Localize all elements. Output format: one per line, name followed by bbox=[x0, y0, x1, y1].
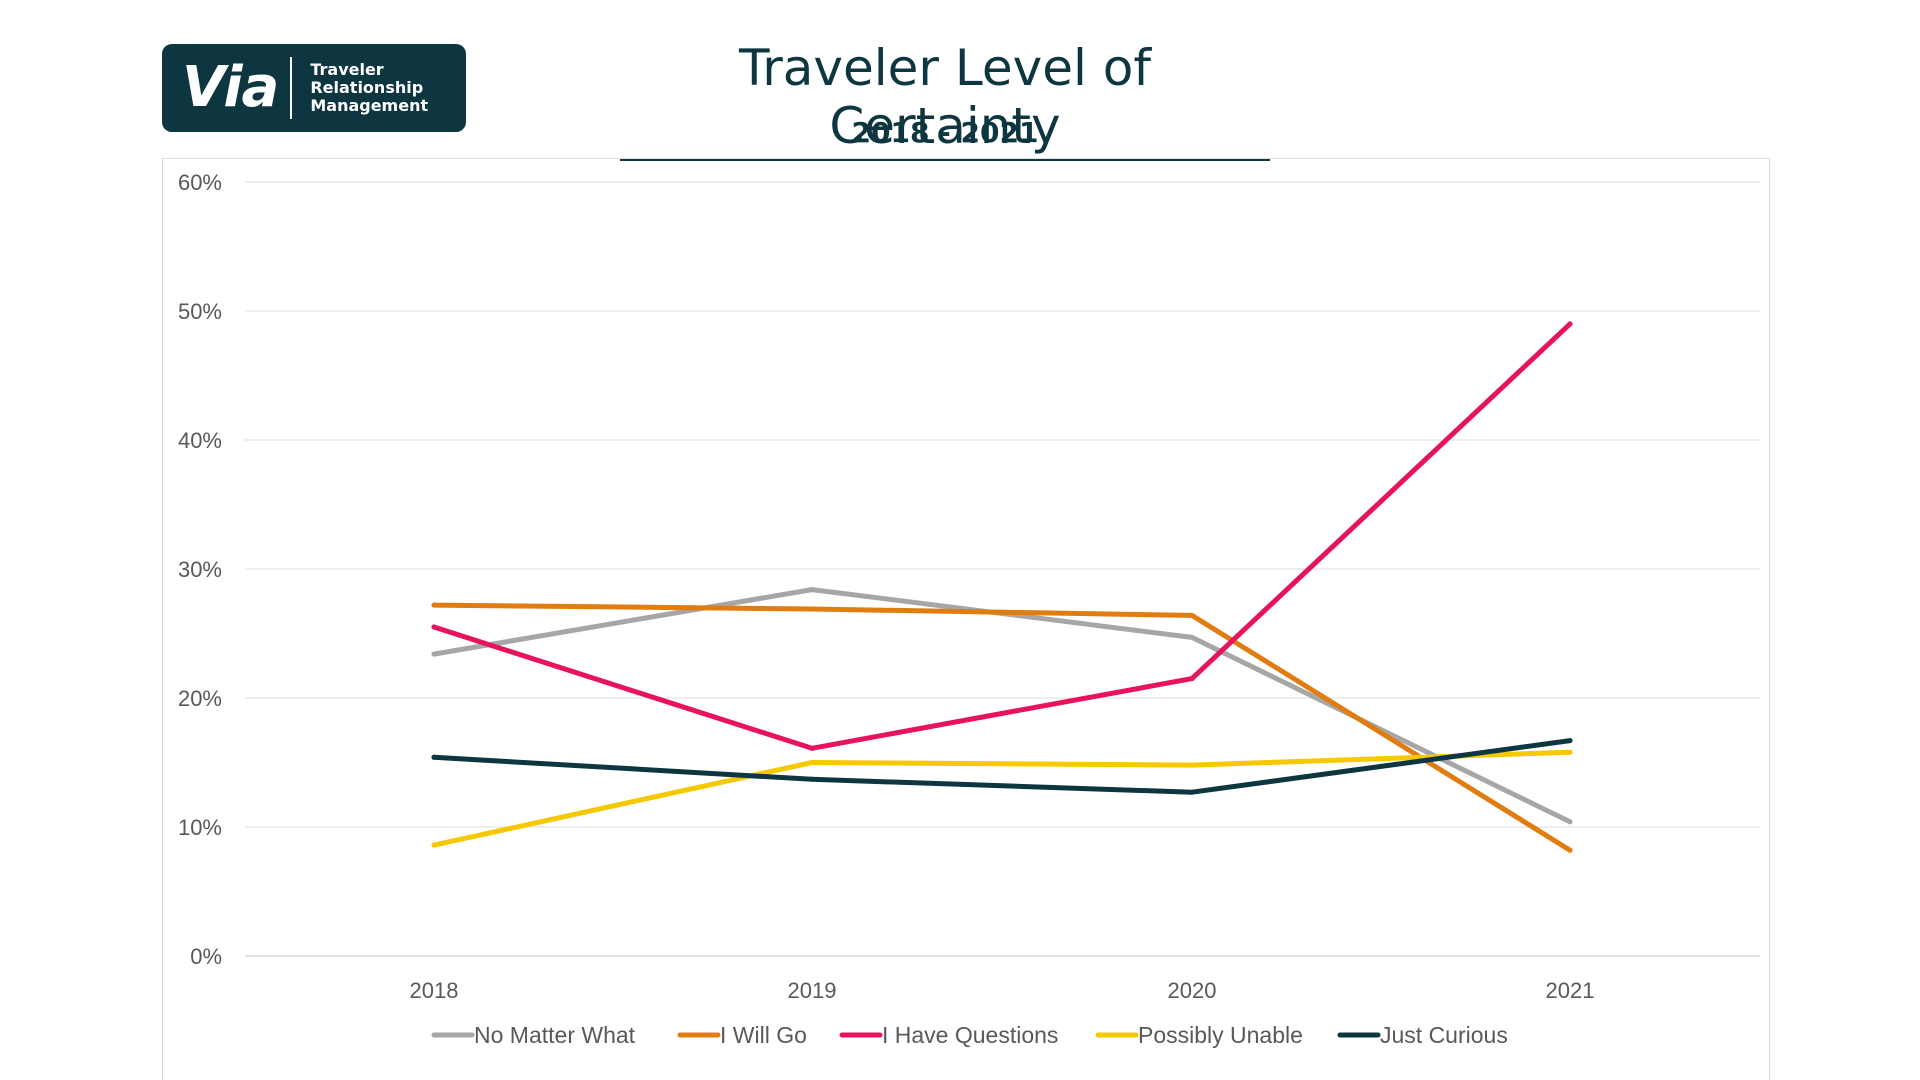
title-wrap: Traveler Level of Certainty bbox=[620, 39, 1270, 161]
series-line bbox=[431, 738, 1573, 795]
data-point bbox=[431, 842, 437, 848]
y-tick-label: 30% bbox=[178, 557, 222, 582]
data-point bbox=[431, 624, 437, 630]
y-tick-label: 0% bbox=[190, 944, 222, 969]
gridlines bbox=[245, 181, 1760, 957]
data-point bbox=[1567, 819, 1573, 825]
logo-word: Via bbox=[182, 55, 279, 120]
x-tick-label: 2021 bbox=[1546, 978, 1595, 1003]
y-axis-ticks: 0% 10% 20% 30% 40% 50% 60% bbox=[178, 170, 222, 969]
x-tick-label: 2020 bbox=[1168, 978, 1217, 1003]
data-point bbox=[431, 602, 437, 608]
chart-title: Traveler Level of Certainty bbox=[620, 39, 1270, 161]
data-point bbox=[1567, 749, 1573, 755]
logo-tagline: Traveler Relationship Management bbox=[310, 61, 428, 115]
logo-divider bbox=[290, 57, 293, 119]
data-point bbox=[809, 587, 815, 593]
data-point bbox=[1189, 612, 1195, 618]
legend: No Matter What I Will Go I Have Questions P… bbox=[431, 1022, 1508, 1048]
y-tick-label: 50% bbox=[178, 299, 222, 324]
legend-label: I Will Go bbox=[720, 1022, 807, 1048]
data-point bbox=[1567, 847, 1573, 853]
series-lines bbox=[431, 321, 1573, 853]
data-point bbox=[809, 606, 815, 612]
series-line bbox=[431, 602, 1573, 853]
chart-subtitle: 2018 - 2021 bbox=[851, 116, 1039, 149]
x-axis-ticks: 2018 2019 2020 2021 bbox=[410, 978, 1595, 1003]
legend-label: No Matter What bbox=[474, 1022, 636, 1048]
data-point bbox=[809, 776, 815, 782]
data-point bbox=[1567, 738, 1573, 744]
x-tick-label: 2019 bbox=[788, 978, 837, 1003]
data-point bbox=[1189, 762, 1195, 768]
data-point bbox=[431, 754, 437, 760]
data-point bbox=[431, 651, 437, 657]
y-tick-label: 60% bbox=[178, 170, 222, 195]
logo-line-3: Management bbox=[310, 96, 429, 115]
legend-label: Possibly Unable bbox=[1138, 1022, 1303, 1048]
logo: Via Traveler Relationship Management bbox=[162, 44, 466, 132]
y-tick-label: 40% bbox=[178, 428, 222, 453]
y-tick-label: 20% bbox=[178, 686, 222, 711]
data-point bbox=[809, 745, 815, 751]
legend-label: Just Curious bbox=[1380, 1022, 1508, 1048]
data-point bbox=[1567, 321, 1573, 327]
legend-label: I Have Questions bbox=[882, 1022, 1058, 1048]
logo-line-1: Traveler bbox=[310, 60, 384, 79]
x-tick-label: 2018 bbox=[410, 978, 459, 1003]
series-line bbox=[431, 321, 1573, 751]
y-tick-label: 10% bbox=[178, 815, 222, 840]
series-line bbox=[431, 749, 1573, 848]
logo-line-2: Relationship bbox=[310, 78, 424, 97]
data-point bbox=[1189, 676, 1195, 682]
data-point bbox=[809, 760, 815, 765]
data-point bbox=[1189, 634, 1195, 640]
data-point bbox=[1189, 789, 1195, 795]
chart-frame bbox=[162, 158, 1770, 1080]
